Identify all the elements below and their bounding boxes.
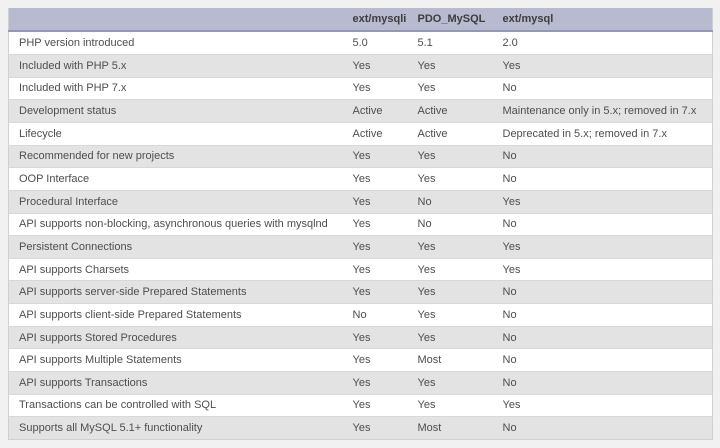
cell-value: Yes bbox=[494, 189, 713, 213]
table-row: API supports server-side Prepared Statem… bbox=[8, 280, 713, 304]
row-label: Included with PHP 5.x bbox=[8, 54, 345, 78]
table-row: Transactions can be controlled with SQL Y… bbox=[8, 393, 713, 417]
table-row: Included with PHP 7.x Yes Yes No bbox=[8, 76, 713, 100]
cell-value: Active bbox=[344, 99, 410, 123]
header-row: ext/mysqli PDO_MySQL ext/mysql bbox=[8, 8, 713, 32]
cell-value: No bbox=[494, 167, 713, 191]
cell-value: Yes bbox=[409, 280, 495, 304]
table-row: API supports non-blocking, asynchronous … bbox=[8, 212, 713, 236]
table-row: Persistent Connections Yes Yes Yes bbox=[8, 235, 713, 259]
cell-value: Yes bbox=[409, 235, 495, 259]
cell-value: No bbox=[494, 370, 713, 395]
cell-value: Yes bbox=[344, 212, 410, 236]
table-row: Supports all MySQL 5.1+ functionality Yes… bbox=[8, 416, 713, 440]
row-label: API supports server-side Prepared Statem… bbox=[8, 280, 345, 304]
cell-value: Yes bbox=[409, 76, 495, 100]
cell-value: Active bbox=[409, 99, 495, 123]
cell-value: Yes bbox=[344, 393, 410, 417]
table-row: Recommended for new projects Yes Yes No bbox=[8, 144, 713, 168]
row-label: Development status bbox=[8, 99, 345, 123]
row-label: Persistent Connections bbox=[8, 235, 345, 259]
header-cell-ext-mysql: ext/mysql bbox=[494, 8, 713, 32]
cell-value: 5.1 bbox=[417, 37, 433, 49]
cell-value: Yes bbox=[344, 325, 410, 349]
cell-value: Most bbox=[409, 416, 495, 440]
cell-value: Active bbox=[344, 121, 410, 146]
cell-value: Yes bbox=[344, 257, 410, 281]
cell-value: No bbox=[494, 325, 713, 349]
cell-value: No bbox=[494, 280, 713, 304]
cell-value: Yes bbox=[494, 393, 713, 417]
cell-value: No bbox=[409, 212, 495, 236]
cell-value: Yes bbox=[409, 325, 495, 349]
row-label: OOP Interface bbox=[8, 167, 345, 191]
table-row: PHP version introduced 5.0 5.1 2.0 bbox=[8, 31, 713, 55]
row-label: Recommended for new projects bbox=[8, 144, 345, 168]
table-row: Included with PHP 5.x Yes Yes Yes bbox=[8, 54, 713, 78]
row-label: API supports Transactions bbox=[8, 370, 345, 395]
table-header: ext/mysqli PDO_MySQL ext/mysql bbox=[8, 8, 713, 32]
cell-value: 5.0 bbox=[352, 37, 368, 49]
cell-value: Maintenance only in 5.x; removed in 7.x bbox=[494, 99, 713, 123]
row-label: API supports Charsets bbox=[8, 257, 345, 281]
cell-value: No bbox=[494, 303, 713, 327]
cell-value: Yes bbox=[344, 189, 410, 213]
row-label: Procedural Interface bbox=[8, 189, 345, 213]
row-label: API supports Multiple Statements bbox=[8, 348, 345, 372]
table-body: PHP version introduced 5.0 5.1 2.0 Included … bbox=[8, 31, 713, 440]
cell-value: Yes bbox=[409, 393, 495, 417]
cell-value: No bbox=[344, 303, 410, 327]
cell-value: No bbox=[409, 189, 495, 213]
row-label: Included with PHP 7.x bbox=[8, 76, 345, 100]
header-cell-ext-mysqli: ext/mysqli bbox=[344, 8, 410, 32]
cell-value: No bbox=[494, 348, 713, 372]
row-label: API supports client-side Prepared Statem… bbox=[8, 303, 345, 327]
cell-value: Yes bbox=[344, 348, 410, 372]
table-row: API supports Charsets Yes Yes Yes bbox=[8, 257, 713, 281]
table-row: API supports Multiple Statements Yes Most N… bbox=[8, 348, 713, 372]
table-row: Procedural Interface Yes No Yes bbox=[8, 189, 713, 213]
row-label: Transactions can be controlled with SQL bbox=[8, 393, 345, 417]
cell-value: Yes bbox=[344, 76, 410, 100]
cell-value: Yes bbox=[344, 235, 410, 259]
cell-value: Yes bbox=[344, 370, 410, 395]
table-row: API supports client-side Prepared Statem… bbox=[8, 303, 713, 327]
cell-value: Yes bbox=[344, 280, 410, 304]
table-row: API supports Stored Procedures Yes Yes No bbox=[8, 325, 713, 349]
cell-value: No bbox=[494, 212, 713, 236]
cell-value: Yes bbox=[344, 54, 410, 78]
cell-value: Yes bbox=[409, 370, 495, 395]
row-label: API supports non-blocking, asynchronous … bbox=[8, 212, 345, 236]
cell-value: Yes bbox=[344, 416, 410, 440]
cell-value: Yes bbox=[344, 144, 410, 168]
cell-value: Yes bbox=[409, 54, 495, 78]
cell-value: Yes bbox=[409, 144, 495, 168]
row-label: PHP version introduced bbox=[19, 37, 135, 49]
row-label: Lifecycle bbox=[8, 121, 345, 146]
table-row: Lifecycle Active Active Deprecated in 5.x; … bbox=[8, 121, 713, 146]
cell-value: No bbox=[494, 416, 713, 440]
row-label: Supports all MySQL 5.1+ functionality bbox=[8, 416, 345, 440]
cell-value: Yes bbox=[494, 257, 713, 281]
header-cell-pdo-mysql: PDO_MySQL bbox=[409, 8, 495, 32]
cell-value: No bbox=[494, 144, 713, 168]
cell-value: Most bbox=[409, 348, 495, 372]
table-row: OOP Interface Yes Yes No bbox=[8, 167, 713, 191]
cell-value: Yes bbox=[409, 257, 495, 281]
cell-value: Yes bbox=[409, 303, 495, 327]
table-row: API supports Transactions Yes Yes No bbox=[8, 370, 713, 395]
header-cell-empty bbox=[8, 8, 345, 32]
cell-value: Active bbox=[409, 121, 495, 146]
cell-value: Yes bbox=[344, 167, 410, 191]
cell-value: Yes bbox=[494, 235, 713, 259]
cell-value: 2.0 bbox=[502, 37, 518, 49]
cell-value: No bbox=[494, 76, 713, 100]
table-row: Development status Active Active Maintenanc… bbox=[8, 99, 713, 123]
cell-value: Yes bbox=[409, 167, 495, 191]
row-label: API supports Stored Procedures bbox=[8, 325, 345, 349]
mysql-api-comparison-table: ext/mysqli PDO_MySQL ext/mysql PHP versi… bbox=[8, 8, 713, 440]
cell-value: Deprecated in 5.x; removed in 7.x bbox=[494, 121, 713, 146]
cell-value: Yes bbox=[494, 54, 713, 78]
